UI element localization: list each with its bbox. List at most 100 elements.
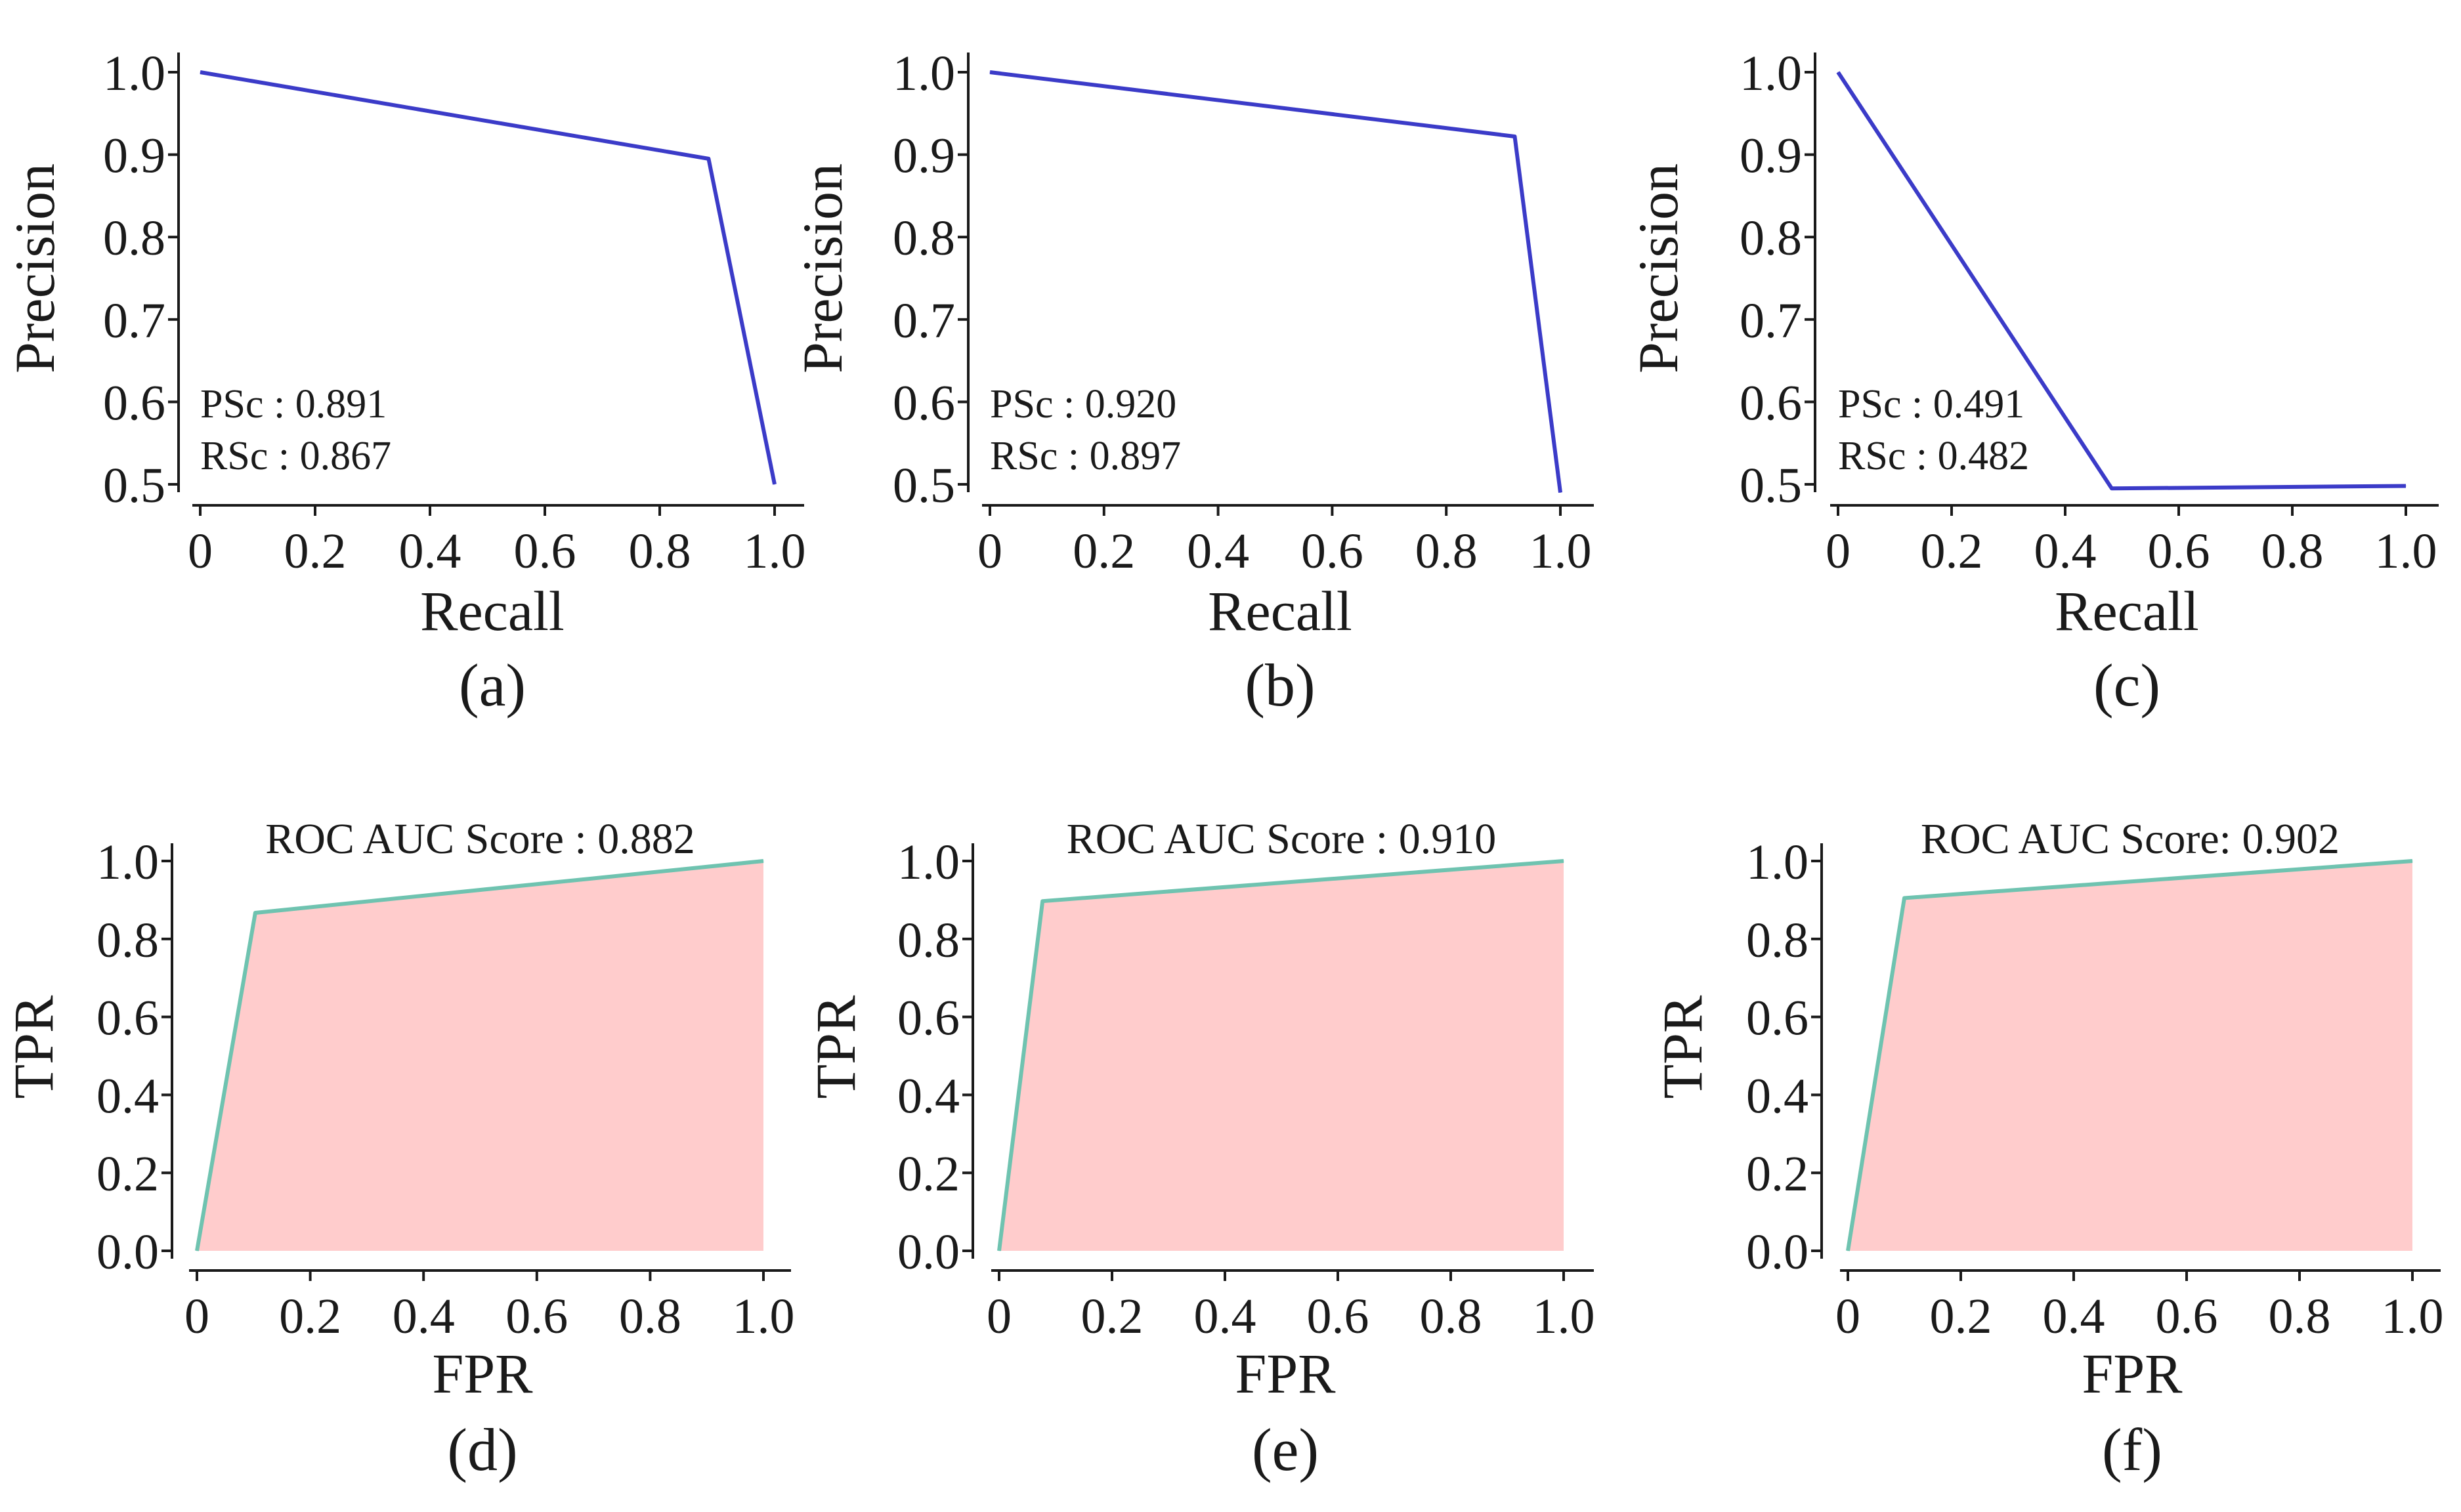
x-tick-label-d-4: 0.8 bbox=[619, 1289, 681, 1344]
x-tick-label-a-0: 0 bbox=[188, 524, 213, 579]
panel-label-c: (c) bbox=[2093, 652, 2160, 719]
x-tick-label-b-1: 0.2 bbox=[1073, 524, 1135, 579]
series-line-b bbox=[989, 70, 1562, 493]
y-tick-label-c-0: 0.5 bbox=[1740, 458, 1802, 513]
panel-label-d: (d) bbox=[447, 1416, 517, 1483]
x-tick-label-c-4: 0.8 bbox=[2261, 524, 2324, 579]
x-tick-label-a-4: 0.8 bbox=[629, 524, 691, 579]
y-tick-label-e-3: 0.6 bbox=[897, 991, 960, 1046]
chart-title-d: ROC AUC Score : 0.882 bbox=[265, 815, 695, 863]
x-tick-label-f-4: 0.8 bbox=[2269, 1289, 2331, 1344]
data-point-e-1 bbox=[1042, 900, 1043, 902]
y-tick-label-d-2: 0.4 bbox=[96, 1068, 159, 1124]
panel-label-b: (b) bbox=[1245, 652, 1315, 719]
annotation-c-1: RSc : 0.482 bbox=[1838, 434, 2029, 478]
y-tick-label-a-5: 1.0 bbox=[103, 46, 165, 101]
x-tick-label-f-2: 0.4 bbox=[2043, 1289, 2105, 1344]
y-tick-label-f-3: 0.6 bbox=[1746, 991, 1808, 1046]
y-axis-title-d: TPR bbox=[2, 995, 65, 1099]
x-tick-label-b-3: 0.6 bbox=[1301, 524, 1363, 579]
y-tick-label-d-5: 1.0 bbox=[96, 835, 159, 890]
x-axis-title-c: Recall bbox=[2055, 579, 2199, 642]
x-tick-label-a-2: 0.4 bbox=[399, 524, 461, 579]
data-point-d-2 bbox=[763, 860, 764, 862]
x-tick-label-a-5: 1.0 bbox=[744, 524, 806, 579]
annotation-a-0: PSc : 0.891 bbox=[200, 382, 387, 427]
x-tick-label-b-5: 1.0 bbox=[1530, 524, 1592, 579]
x-tick-label-e-1: 0.2 bbox=[1081, 1289, 1144, 1344]
panel-label-e: (e) bbox=[1252, 1416, 1319, 1483]
x-tick-label-a-3: 0.6 bbox=[514, 524, 576, 579]
y-tick-label-c-3: 0.8 bbox=[1740, 211, 1802, 266]
data-point-b-0 bbox=[989, 72, 991, 73]
y-tick-label-b-5: 1.0 bbox=[893, 46, 955, 101]
annotation-b-0: PSc : 0.920 bbox=[990, 382, 1176, 427]
area-fill-e bbox=[999, 861, 1564, 1251]
y-tick-label-a-2: 0.7 bbox=[103, 293, 165, 348]
x-tick-label-e-0: 0 bbox=[987, 1289, 1012, 1344]
x-tick-label-c-0: 0 bbox=[1826, 524, 1851, 579]
x-tick-label-c-1: 0.2 bbox=[1921, 524, 1983, 579]
y-axis-title-f: TPR bbox=[1651, 995, 1714, 1099]
y-tick-label-b-1: 0.6 bbox=[893, 375, 955, 430]
x-tick-label-f-3: 0.6 bbox=[2156, 1289, 2218, 1344]
y-tick-label-f-4: 0.8 bbox=[1746, 913, 1808, 968]
annotation-c-0: PSc : 0.491 bbox=[1838, 382, 2024, 427]
y-tick-label-a-0: 0.5 bbox=[103, 458, 165, 513]
area-fill-f bbox=[1848, 861, 2412, 1251]
x-tick-label-b-4: 0.8 bbox=[1415, 524, 1478, 579]
y-tick-label-c-2: 0.7 bbox=[1740, 293, 1802, 348]
y-tick-label-d-0: 0.0 bbox=[96, 1225, 159, 1280]
annotation-a-1: RSc : 0.867 bbox=[200, 434, 391, 478]
y-tick-label-c-5: 1.0 bbox=[1740, 46, 1802, 101]
x-tick-label-f-0: 0 bbox=[1835, 1289, 1860, 1344]
x-axis-title-e: FPR bbox=[1235, 1342, 1336, 1405]
y-tick-label-e-0: 0.0 bbox=[897, 1225, 960, 1280]
data-point-c-1 bbox=[2111, 488, 2112, 489]
x-tick-label-d-1: 0.2 bbox=[279, 1289, 341, 1344]
y-tick-label-b-3: 0.8 bbox=[893, 211, 955, 266]
y-axis-title-c: Precision bbox=[1627, 163, 1690, 373]
y-tick-label-f-1: 0.2 bbox=[1746, 1146, 1808, 1202]
x-tick-label-c-3: 0.6 bbox=[2148, 524, 2210, 579]
chart-panel-b: 0.5 0.6 0.7 0.8 0.9 1.0 0 0.2 0.4 0.6 0.8 1.0 Recall… bbox=[791, 46, 1594, 719]
chart-title-e: ROC AUC Score : 0.910 bbox=[1067, 815, 1497, 863]
y-axis-title-b: Precision bbox=[791, 163, 854, 373]
data-point-c-0 bbox=[1837, 72, 1839, 73]
panel-label-a: (a) bbox=[459, 652, 526, 719]
y-tick-label-a-1: 0.6 bbox=[103, 375, 165, 430]
y-tick-label-a-4: 0.9 bbox=[103, 129, 165, 184]
x-tick-label-b-2: 0.4 bbox=[1187, 524, 1249, 579]
x-axis-title-a: Recall bbox=[420, 579, 565, 642]
x-tick-label-e-3: 0.6 bbox=[1307, 1289, 1369, 1344]
x-tick-label-d-3: 0.6 bbox=[505, 1289, 568, 1344]
x-tick-label-e-4: 0.8 bbox=[1420, 1289, 1482, 1344]
y-tick-label-c-1: 0.6 bbox=[1740, 375, 1802, 430]
y-tick-label-f-2: 0.4 bbox=[1746, 1068, 1808, 1124]
chart-title-f: ROC AUC Score: 0.902 bbox=[1921, 815, 2340, 863]
y-tick-label-e-5: 1.0 bbox=[897, 835, 960, 890]
x-tick-label-e-2: 0.4 bbox=[1194, 1289, 1256, 1344]
data-point-b-2 bbox=[1560, 492, 1561, 494]
y-tick-label-b-4: 0.9 bbox=[893, 129, 955, 184]
x-axis-title-f: FPR bbox=[2082, 1342, 2183, 1405]
y-tick-label-b-2: 0.7 bbox=[893, 293, 955, 348]
y-tick-label-c-4: 0.9 bbox=[1740, 129, 1802, 184]
panel-label-f: (f) bbox=[2102, 1416, 2162, 1483]
y-tick-label-e-2: 0.4 bbox=[897, 1068, 960, 1124]
y-axis-title-e: TPR bbox=[804, 995, 867, 1099]
x-tick-label-f-1: 0.2 bbox=[1930, 1289, 1992, 1344]
y-tick-label-d-4: 0.8 bbox=[96, 913, 159, 968]
x-tick-label-a-1: 0.2 bbox=[284, 524, 347, 579]
chart-panel-f: 0.0 0.2 0.4 0.6 0.8 1.0 0 0.2 0.4 0.6 0.8 1.0 FPR TPR… bbox=[1651, 815, 2444, 1483]
y-tick-label-a-3: 0.8 bbox=[103, 211, 165, 266]
x-tick-label-d-5: 1.0 bbox=[733, 1289, 795, 1344]
y-axis-title-a: Precision bbox=[3, 163, 66, 373]
y-tick-label-e-4: 0.8 bbox=[897, 913, 960, 968]
x-tick-label-e-5: 1.0 bbox=[1533, 1289, 1595, 1344]
data-point-a-1 bbox=[708, 158, 709, 159]
data-point-f-2 bbox=[2412, 860, 2413, 862]
chart-panel-e: 0.0 0.2 0.4 0.6 0.8 1.0 0 0.2 0.4 0.6 0.8 1.0 FPR TPR… bbox=[804, 815, 1595, 1483]
x-axis-title-d: FPR bbox=[432, 1342, 533, 1405]
